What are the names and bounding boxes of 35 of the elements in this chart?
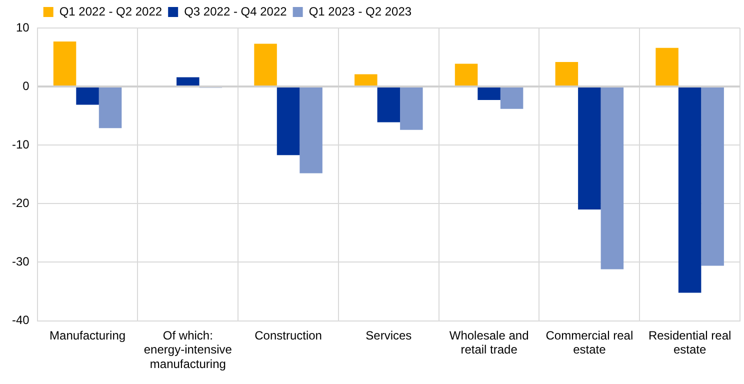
y-tick-label: -20 [12, 196, 30, 210]
bar [500, 88, 524, 109]
bar [176, 77, 200, 86]
bar [578, 88, 601, 210]
bar [701, 88, 724, 266]
bar [555, 62, 578, 86]
bar [377, 88, 400, 122]
y-tick-label: -10 [12, 137, 30, 152]
x-tick-label: Construction [254, 328, 322, 342]
bar [300, 88, 322, 174]
bar [276, 88, 300, 156]
y-tick-label: -30 [12, 254, 30, 269]
bar [98, 88, 122, 128]
bar [76, 88, 99, 105]
bar [478, 88, 500, 100]
x-tick-label: Manufacturing [50, 328, 126, 342]
bar [656, 48, 678, 86]
x-tick-label: Wholesale and retail trade [449, 328, 529, 357]
x-tick-label: Residential real estate [648, 328, 732, 357]
bar [678, 88, 702, 293]
bar [600, 88, 624, 270]
bar [53, 41, 76, 86]
x-tick-label: Commercial real estate [546, 328, 634, 357]
bar [400, 88, 423, 130]
bar [254, 44, 277, 86]
y-tick-label: 0 [22, 78, 30, 93]
y-tick-label: -40 [12, 313, 30, 328]
y-tick-label: 10 [16, 20, 30, 34]
x-tick-label: Of which: energy-intensive manufacturing [144, 328, 232, 372]
legend-label: Q3 2022 - Q4 2022 [184, 4, 288, 18]
legend-label: Q1 2022 - Q2 2022 [59, 4, 162, 18]
legend-label: Q1 2023 - Q2 2023 [308, 4, 412, 18]
bar [354, 74, 378, 86]
bar [454, 64, 478, 86]
x-tick-label: Services [366, 328, 412, 342]
